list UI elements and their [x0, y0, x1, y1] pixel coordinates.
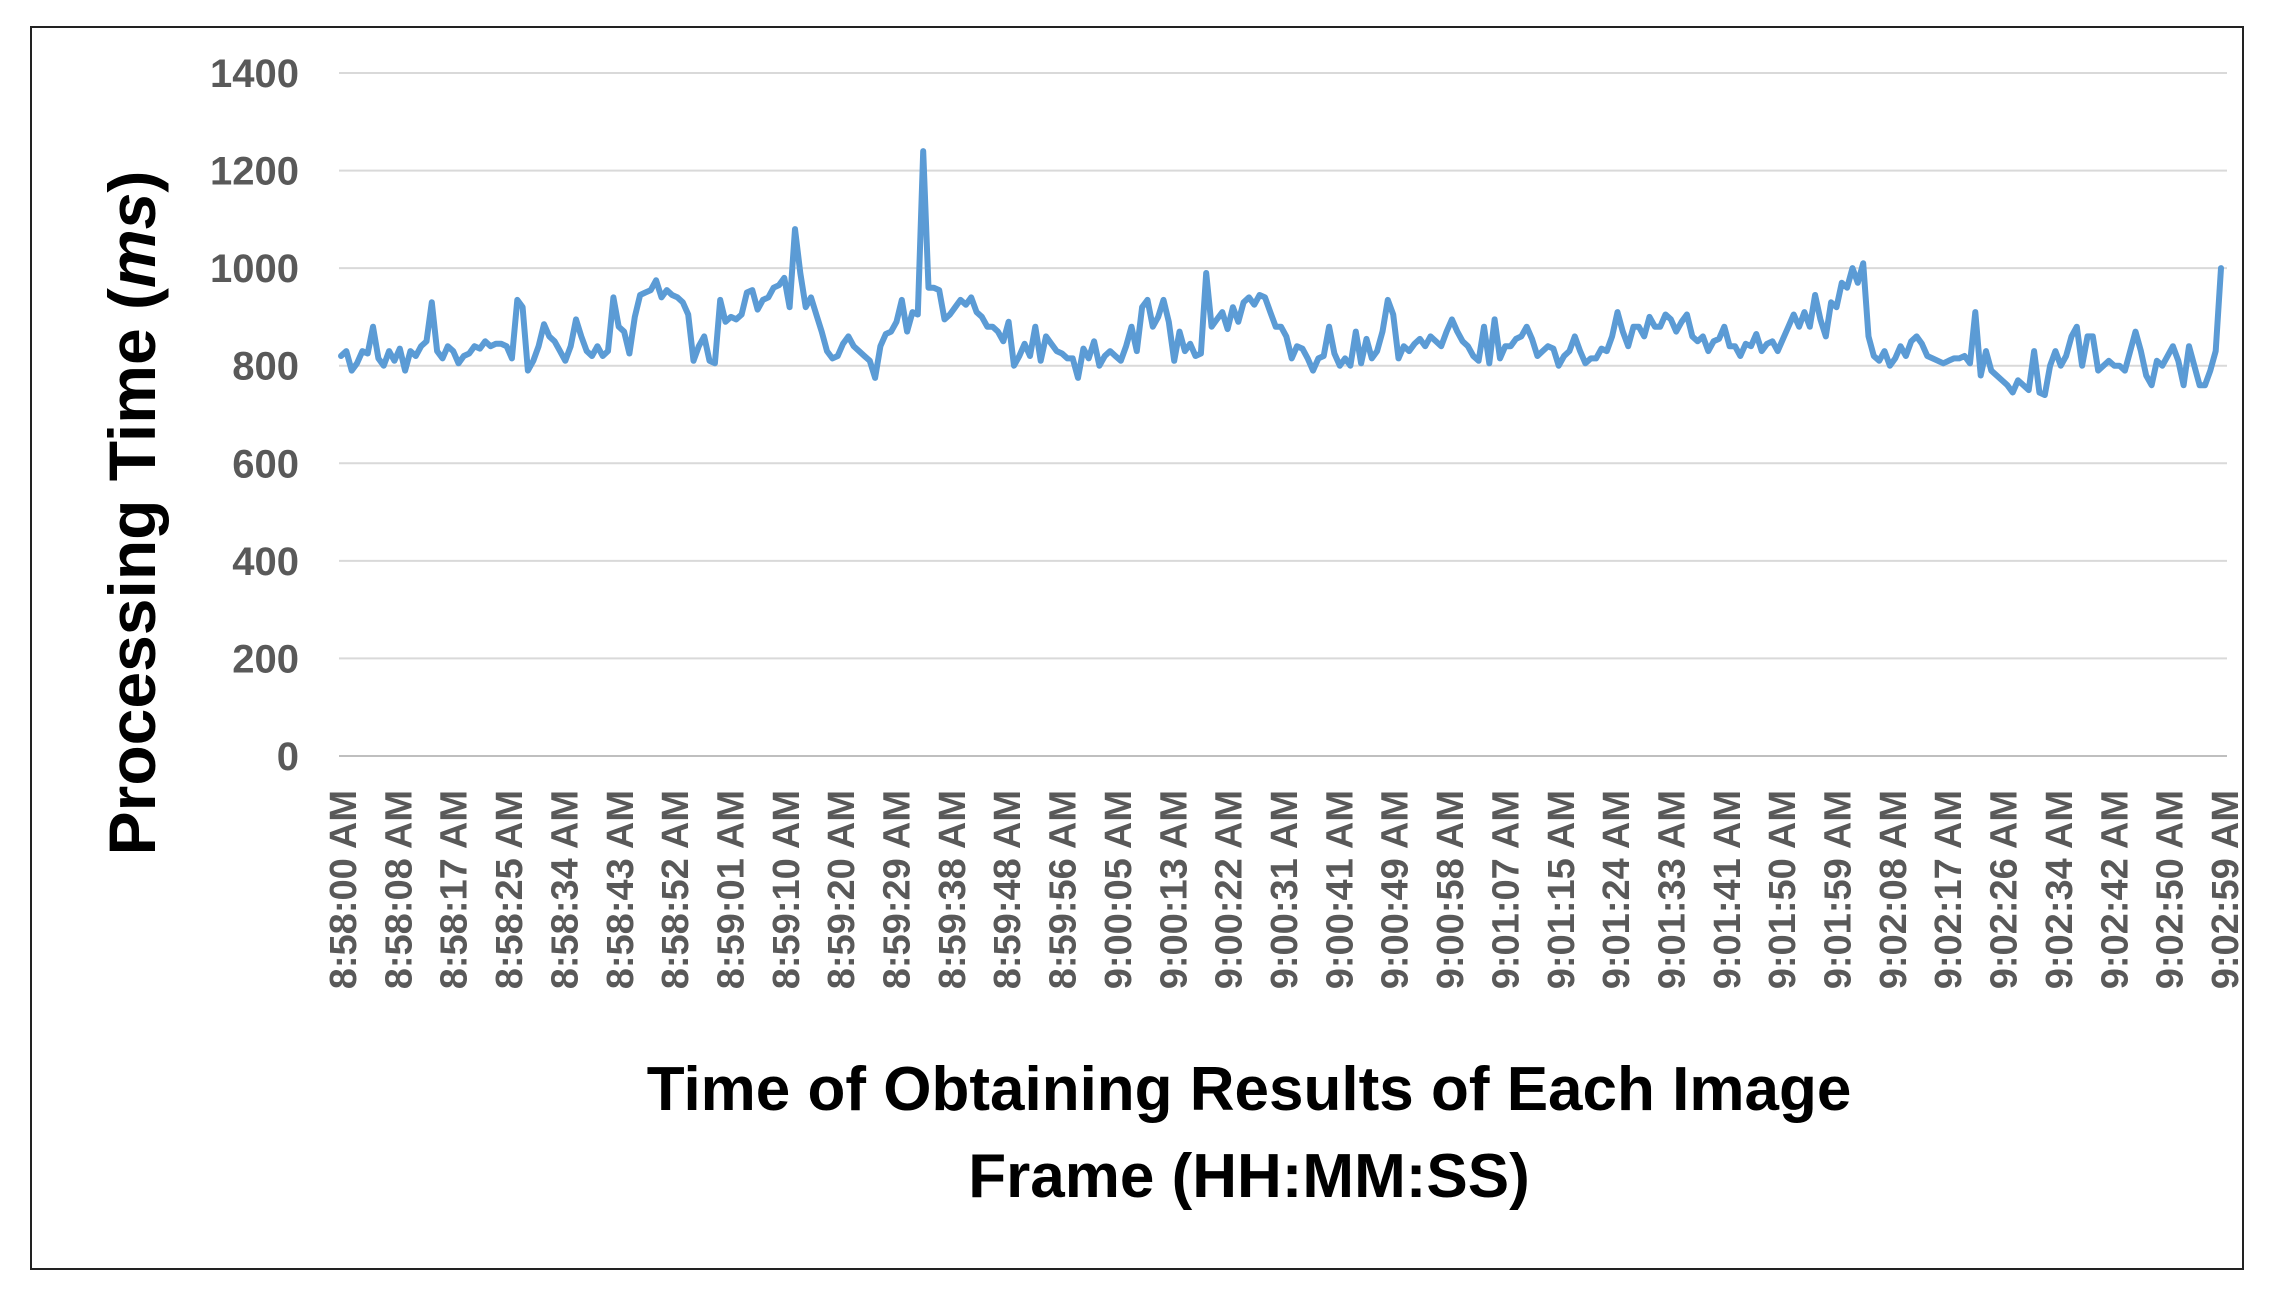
x-tick-label: 9:02:26 AM [1984, 790, 2026, 989]
gridlines [339, 72, 2227, 757]
x-tick-label: 9:01:24 AM [1596, 790, 1638, 989]
x-tick-label: 8:59:29 AM [877, 790, 919, 989]
x-tick-label: 9:00:41 AM [1319, 790, 1361, 989]
x-tick-label: 8:58:25 AM [489, 790, 531, 989]
x-tick-label: 8:58:00 AM [323, 790, 365, 989]
x-tick-label: 9:02:08 AM [1873, 790, 1915, 989]
y-tick-label: 400 [232, 540, 299, 584]
x-tick-label: 8:59:20 AM [821, 790, 863, 989]
x-tick-labels: 8:58:00 AM 8:58:08 AM 8:58:17 AM 8:58:25 AM… [323, 790, 2246, 989]
x-tick-label: 9:01:41 AM [1707, 790, 1749, 989]
x-tick-label: 8:58:52 AM [655, 790, 697, 989]
x-tick-label: 8:59:10 AM [766, 790, 808, 989]
x-tick-label: 9:02:42 AM [2094, 790, 2136, 989]
y-tick-label: 200 [232, 637, 299, 681]
y-tick-label: 0 [277, 735, 299, 779]
x-tick-label: 9:01:59 AM [1818, 790, 1860, 989]
x-tick-label: 8:58:34 AM [544, 790, 586, 989]
x-axis-title-line-1: Time of Obtaining Results of Each Image [647, 1055, 1852, 1124]
x-tick-label: 8:59:38 AM [932, 790, 974, 989]
y-tick-labels: 0 200 400 600 800 1000 1200 1400 [210, 52, 299, 779]
x-tick-label: 8:58:17 AM [434, 790, 476, 989]
y-tick-label: 600 [232, 442, 299, 486]
y-tick-label: 800 [232, 345, 299, 389]
x-tick-label: 8:58:08 AM [378, 790, 420, 989]
x-tick-label: 9:00:05 AM [1098, 790, 1140, 989]
x-tick-label: 9:00:22 AM [1209, 790, 1251, 989]
y-tick-label: 1200 [210, 150, 299, 194]
x-tick-label: 8:59:56 AM [1043, 790, 1085, 989]
x-tick-label: 9:02:50 AM [2150, 790, 2192, 989]
x-tick-label: 9:00:49 AM [1375, 790, 1417, 989]
x-axis-title-line-2: Frame (HH:MM:SS) [968, 1142, 1529, 1211]
x-tick-label: 9:00:13 AM [1153, 790, 1195, 989]
x-tick-label: 9:01:07 AM [1485, 790, 1527, 989]
x-tick-label: 9:02:34 AM [2039, 790, 2081, 989]
y-tick-label: 1400 [210, 52, 299, 96]
x-tick-label: 9:02:17 AM [1928, 790, 1970, 989]
chart-frame: 0 200 400 600 800 1000 1200 1400 8:58:00 AM 8:58… [30, 26, 2246, 1270]
x-tick-label: 9:01:50 AM [1762, 790, 1804, 989]
x-tick-label: 9:00:58 AM [1430, 790, 1472, 989]
x-tick-label: 8:59:01 AM [710, 790, 752, 989]
x-tick-label: 8:59:48 AM [987, 790, 1029, 989]
x-tick-label: 9:01:33 AM [1651, 790, 1693, 989]
series-line [338, 148, 2224, 398]
y-axis-title: Processing Time (ms) [95, 171, 169, 856]
x-tick-label: 9:00:31 AM [1264, 790, 1306, 989]
x-tick-label: 9:01:15 AM [1541, 790, 1583, 989]
x-tick-label: 9:02:59 AM [2205, 790, 2246, 989]
y-tick-label: 1000 [210, 247, 299, 291]
x-tick-label: 8:58:43 AM [600, 790, 642, 989]
